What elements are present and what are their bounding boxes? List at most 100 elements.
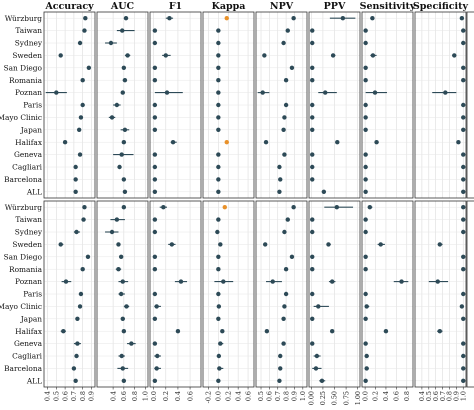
tick-label: 0.50 bbox=[331, 391, 339, 405]
panel-border bbox=[149, 11, 202, 199]
data-point bbox=[119, 152, 124, 157]
data-point bbox=[216, 267, 221, 272]
data-point bbox=[278, 353, 283, 359]
data-point bbox=[363, 378, 368, 383]
data-point bbox=[461, 267, 466, 272]
tick-label: 0.0 bbox=[150, 391, 158, 401]
data-point bbox=[119, 353, 124, 359]
panel-border bbox=[202, 11, 255, 199]
tick-label: 0.5 bbox=[425, 391, 433, 401]
site-label: Halifax bbox=[15, 138, 43, 147]
data-point bbox=[310, 254, 315, 259]
data-point bbox=[364, 304, 369, 309]
data-point bbox=[178, 279, 184, 284]
data-point bbox=[121, 140, 127, 145]
data-point bbox=[82, 205, 87, 210]
site-label: Cagliari bbox=[12, 163, 42, 172]
data-point bbox=[281, 316, 286, 321]
data-point bbox=[461, 65, 466, 71]
data-point bbox=[216, 102, 221, 108]
data-point bbox=[270, 279, 275, 284]
tick-label: 0.0 bbox=[361, 391, 369, 401]
site-label: Geneva bbox=[14, 150, 43, 159]
panel-border bbox=[414, 11, 467, 199]
metric-header-auc: AUC bbox=[110, 1, 135, 12]
tick-label: 0.0 bbox=[215, 391, 223, 401]
data-point bbox=[216, 65, 221, 71]
data-point bbox=[73, 177, 78, 182]
data-point bbox=[461, 164, 466, 170]
data-point bbox=[310, 291, 315, 297]
site-label: Mayo Clinic bbox=[0, 113, 42, 122]
tick-label: 0.4 bbox=[109, 391, 117, 401]
data-point bbox=[310, 152, 315, 157]
data-point bbox=[122, 78, 128, 83]
tick-label: 0.6 bbox=[186, 391, 194, 401]
metric-headers: Accuracy AUC F1 Kappa NPV PPV SensitivitySpeci… bbox=[44, 1, 468, 12]
tick-label: 0.4 bbox=[44, 391, 52, 401]
data-point bbox=[363, 177, 368, 182]
panel-lr-npv bbox=[255, 11, 308, 199]
data-point bbox=[154, 304, 159, 309]
data-point bbox=[152, 229, 158, 235]
data-point bbox=[437, 242, 443, 247]
data-point bbox=[74, 353, 79, 359]
data-point bbox=[310, 28, 315, 33]
data-point bbox=[121, 65, 127, 71]
site-label: Barcelona bbox=[4, 175, 42, 184]
tick-label: 0.25 bbox=[319, 391, 327, 405]
tick-label: 0.6 bbox=[266, 391, 274, 401]
tick-label: 0.5 bbox=[257, 391, 265, 401]
data-point bbox=[152, 291, 158, 297]
data-point bbox=[75, 316, 80, 321]
panel-lr-accuracy bbox=[43, 11, 96, 199]
tick-label: 0.8 bbox=[282, 391, 290, 401]
data-point bbox=[310, 341, 315, 346]
data-point bbox=[123, 16, 129, 21]
tick-label: 0.6 bbox=[393, 391, 401, 401]
data-point bbox=[363, 164, 368, 170]
data-point bbox=[152, 28, 158, 33]
data-point bbox=[120, 90, 125, 95]
data-point bbox=[282, 152, 287, 157]
data-point bbox=[262, 242, 268, 247]
site-label: Romania bbox=[9, 265, 43, 274]
data-point bbox=[220, 329, 225, 334]
data-point bbox=[291, 16, 296, 21]
data-point bbox=[310, 217, 315, 222]
data-point bbox=[329, 329, 335, 334]
site-label: Paris bbox=[23, 101, 42, 110]
data-point bbox=[54, 90, 59, 95]
tick-label: 0.4 bbox=[382, 391, 390, 401]
data-point bbox=[217, 366, 222, 371]
site-label: Sydney bbox=[15, 39, 43, 48]
data-point bbox=[340, 16, 346, 21]
data-point bbox=[216, 353, 222, 359]
site-label: Taiwan bbox=[15, 26, 42, 35]
data-point bbox=[319, 378, 325, 383]
data-point bbox=[161, 205, 166, 210]
panel-lr-specificity bbox=[414, 11, 467, 199]
data-point bbox=[461, 115, 466, 120]
data-point bbox=[152, 189, 158, 194]
data-point bbox=[435, 279, 440, 284]
data-point bbox=[216, 254, 221, 259]
data-point bbox=[125, 53, 130, 58]
panel-lr-ppv bbox=[308, 11, 361, 199]
data-point bbox=[374, 140, 379, 145]
metric-header-npv: NPV bbox=[270, 1, 294, 12]
panel-xgb-accuracy bbox=[43, 200, 96, 388]
data-point bbox=[120, 279, 125, 284]
data-point bbox=[118, 291, 124, 297]
data-point bbox=[215, 229, 220, 235]
data-point bbox=[310, 102, 315, 108]
site-label: Romania bbox=[9, 76, 43, 85]
data-point bbox=[330, 53, 336, 58]
panel-border bbox=[149, 200, 202, 388]
data-point bbox=[363, 254, 368, 259]
data-point bbox=[74, 229, 79, 235]
panel-xgb-kappa bbox=[202, 200, 255, 388]
data-point bbox=[80, 78, 85, 83]
data-point bbox=[461, 152, 466, 157]
data-point bbox=[277, 378, 282, 383]
